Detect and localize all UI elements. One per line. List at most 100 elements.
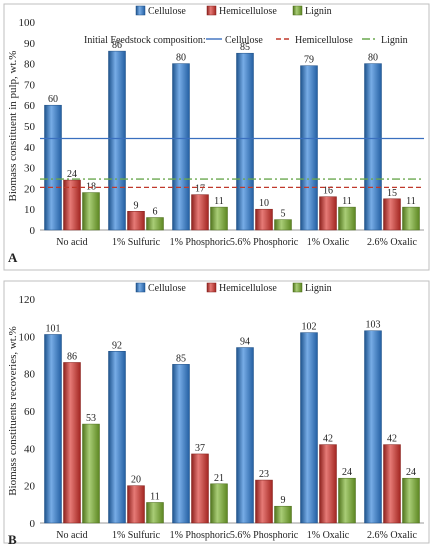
data-label: 11 [214,196,224,207]
x-tick-label: No acid [56,530,87,541]
bar [255,479,273,524]
x-tick-label: 1% Phosphoric [170,237,231,248]
panel-letter: B [8,532,17,547]
bar [319,444,337,524]
bar [255,208,273,231]
legend-swatch [135,5,146,16]
bar [191,194,209,231]
x-tick-label: 5.6% Phosphoric [230,530,299,541]
panel-letter: A [8,250,18,265]
reference-legend-label: Cellulose [225,35,263,46]
data-label: 17 [195,184,205,195]
data-label: 11 [150,491,160,502]
data-label: 20 [131,475,141,486]
bar [210,483,228,524]
y-tick-label: 60 [24,100,36,112]
legend-label: Hemicellulose [219,283,277,294]
data-label: 11 [342,196,352,207]
bar [172,63,190,231]
bar [108,50,126,231]
reference-legend-title: Initial Feedstock composition: [84,35,206,46]
bar [146,217,164,231]
data-label: 5 [281,209,286,220]
y-tick-label: 50 [24,121,36,133]
data-label: 60 [48,94,58,105]
y-tick-label: 0 [30,225,36,237]
bar [146,502,164,524]
bar [63,362,81,524]
bar [210,206,228,231]
panel-frame [3,280,430,544]
bar [236,347,254,524]
bar [383,198,401,231]
data-label: 11 [406,196,416,207]
data-label: 102 [302,322,317,333]
y-tick-label: 80 [24,59,36,71]
data-label: 21 [214,473,224,484]
bar [274,505,292,524]
reference-legend-label: Lignin [381,35,408,46]
y-tick-label: 60 [24,406,36,418]
y-tick-label: 100 [19,331,36,343]
legend-label: Lignin [305,6,332,17]
y-tick-label: 100 [19,17,36,29]
data-label: 86 [112,40,122,51]
bar [63,179,81,231]
x-tick-label: No acid [56,237,87,248]
bar [236,52,254,231]
bar [364,63,382,231]
bar [44,334,62,524]
bar [319,196,337,231]
x-tick-label: 2.6% Oxalic [367,237,418,248]
bar [402,206,420,231]
data-label: 23 [259,469,269,480]
bar [127,485,145,524]
bar [300,65,318,231]
x-tick-label: 1% Oxalic [307,237,350,248]
data-label: 92 [112,340,122,351]
legend-swatch [135,282,146,293]
data-label: 24 [342,467,352,478]
legend-swatch [206,5,217,16]
legend-label: Hemicellulose [219,6,277,17]
data-label: 24 [67,169,77,180]
legend-swatch [292,282,303,293]
x-tick-label: 2.6% Oxalic [367,530,418,541]
y-tick-label: 120 [19,294,36,306]
x-tick-label: 1% Sulfuric [112,530,161,541]
panel-b: 0 20 40 60 80 100 120 Biomass constituents reco… [3,280,430,547]
y-tick-label: 40 [24,142,36,154]
legend-label: Cellulose [148,283,186,294]
x-tick-label: 1% Sulfuric [112,237,161,248]
y-tick-label: 20 [24,481,36,493]
data-label: 9 [134,200,139,211]
data-label: 15 [387,188,397,199]
y-tick-label: 40 [24,443,36,455]
y-tick-label: 80 [24,369,36,381]
data-label: 85 [240,42,250,53]
bar [191,453,209,524]
bar [402,477,420,524]
bar [82,192,100,231]
legend-label: Lignin [305,283,332,294]
data-label: 79 [304,55,314,66]
bar [108,351,126,524]
x-tick-label: 1% Oxalic [307,530,350,541]
y-tick-label: 70 [24,79,36,91]
data-label: 80 [368,53,378,64]
x-tick-label: 5.6% Phosphoric [230,237,299,248]
bar [172,364,190,524]
legend-swatch [292,5,303,16]
y-tick-label: 10 [24,204,36,216]
y-axis-title: Biomass constituents recoveries, wt.% [7,326,19,496]
data-label: 94 [240,337,250,348]
data-label: 80 [176,53,186,64]
x-tick-label: 1% Phosphoric [170,530,231,541]
data-label: 42 [323,434,333,445]
bar [300,332,318,524]
y-tick-label: 90 [24,38,36,50]
reference-legend-label: Hemicellulose [295,35,353,46]
y-tick-label: 0 [30,518,36,530]
bar [274,219,292,231]
